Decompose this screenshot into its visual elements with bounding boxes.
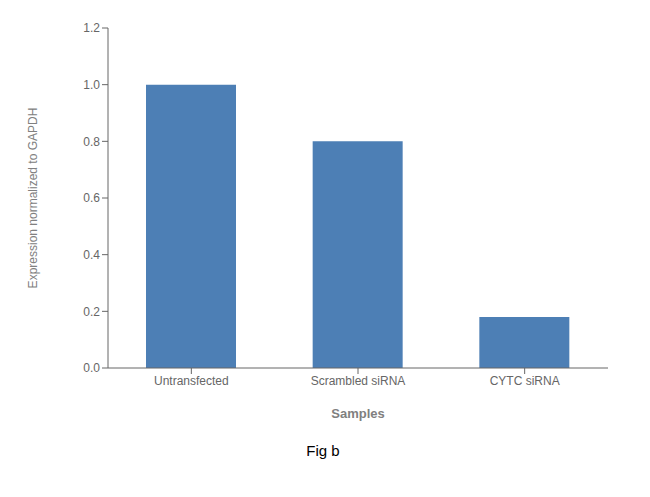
svg-text:1.0: 1.0 [83,78,100,92]
svg-text:0.4: 0.4 [83,248,100,262]
html-text:Fig b: Fig b [306,442,340,459]
svg-text:Expression normalized to GAPDH: Expression normalized to GAPDH [26,108,40,289]
svg-text:0.2: 0.2 [83,305,100,319]
svg-text:CYTC siRNA: CYTC siRNA [490,374,560,388]
svg-text:0.6: 0.6 [83,191,100,205]
svg-text:0.0: 0.0 [83,361,100,375]
svg-text:1.2: 1.2 [83,21,100,35]
svg-text:Untransfected: Untransfected [154,374,229,388]
svg-text:Samples: Samples [331,406,384,421]
svg-text:Scrambled siRNA: Scrambled siRNA [311,374,406,388]
svg-text:0.8: 0.8 [83,135,100,149]
